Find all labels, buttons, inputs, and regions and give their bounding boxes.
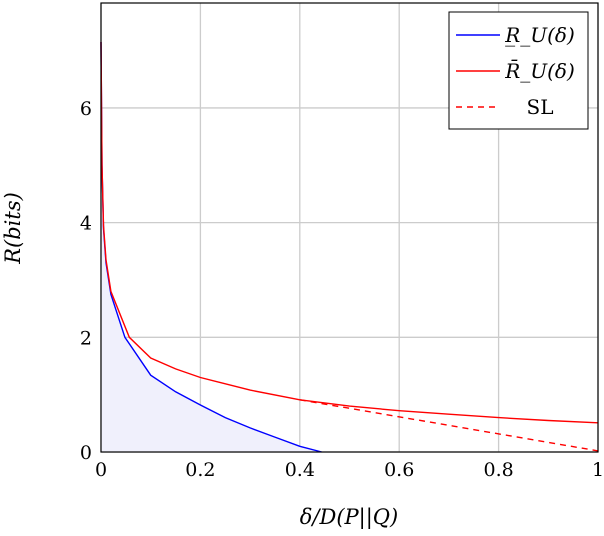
legend-label-2: SL [527, 95, 554, 119]
plot-frame [100, 2, 599, 453]
x-tick-label: 0.4 [285, 459, 315, 481]
y-tick-labels: 0 2 4 6 [80, 98, 92, 464]
x-tick-label: 0 [95, 459, 107, 481]
y-tick-label: 0 [80, 442, 92, 464]
x-axis-label: δ/D(P||Q) [300, 505, 398, 530]
legend-label-0: R̲_U(δ) [504, 23, 575, 47]
series-line-1 [100, 41, 599, 424]
x-tick-labels: 0 0.2 0.4 0.6 0.8 1 [95, 459, 604, 481]
y-tick-label: 2 [80, 327, 92, 349]
legend: R̲_U(δ) R̄_U(δ) SL [448, 11, 589, 130]
x-tick-label: 0.6 [384, 459, 414, 481]
x-tick-label: 0.8 [483, 459, 513, 481]
x-tick-label: 0.2 [185, 459, 215, 481]
y-tick-label: 6 [80, 98, 92, 120]
legend-label-1: R̄_U(δ) [504, 58, 575, 83]
series-lines [100, 41, 599, 453]
series-fill-0 [101, 42, 322, 452]
y-axis-label: R(bits) [1, 192, 25, 265]
x-tick-label: 1 [592, 459, 604, 481]
fills [101, 42, 322, 452]
y-tick-label: 4 [80, 213, 92, 235]
series-line-2 [299, 399, 599, 452]
